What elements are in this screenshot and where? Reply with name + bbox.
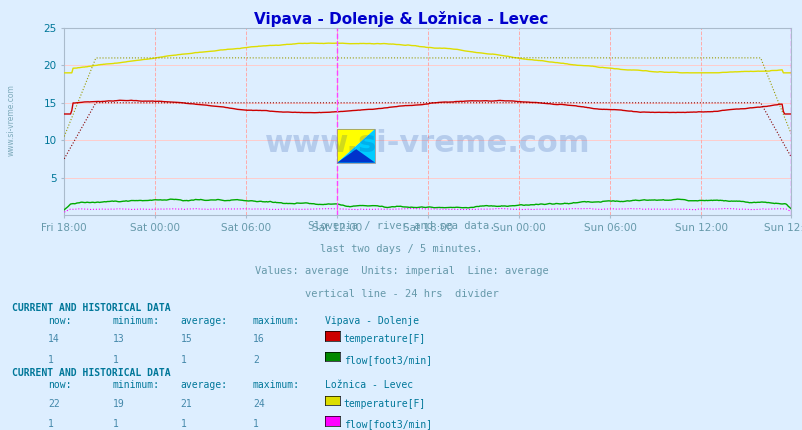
Text: average:: average: (180, 380, 228, 390)
Polygon shape (337, 129, 375, 163)
Text: www.si-vreme.com: www.si-vreme.com (6, 84, 15, 157)
Text: vertical line - 24 hrs  divider: vertical line - 24 hrs divider (304, 289, 498, 298)
Text: Slovenia / river and sea data.: Slovenia / river and sea data. (307, 221, 495, 231)
Polygon shape (337, 149, 375, 163)
Text: 1: 1 (180, 355, 186, 365)
Text: temperature[F]: temperature[F] (343, 334, 425, 344)
Text: average:: average: (180, 316, 228, 326)
Text: CURRENT AND HISTORICAL DATA: CURRENT AND HISTORICAL DATA (12, 303, 171, 313)
Text: 13: 13 (112, 334, 124, 344)
Text: 16: 16 (253, 334, 265, 344)
Text: 1: 1 (48, 355, 54, 365)
Text: Values: average  Units: imperial  Line: average: Values: average Units: imperial Line: av… (254, 266, 548, 276)
Text: last two days / 5 minutes.: last two days / 5 minutes. (320, 244, 482, 254)
Text: Vipava - Dolenje & Ložnica - Levec: Vipava - Dolenje & Ložnica - Levec (254, 11, 548, 27)
Text: maximum:: maximum: (253, 316, 300, 326)
Text: 19: 19 (112, 399, 124, 408)
Text: 22: 22 (48, 399, 60, 408)
Text: 24: 24 (253, 399, 265, 408)
Bar (337, 129, 375, 163)
Text: 21: 21 (180, 399, 192, 408)
Text: 1: 1 (48, 419, 54, 429)
Text: temperature[F]: temperature[F] (343, 399, 425, 408)
Text: Ložnica - Levec: Ložnica - Levec (325, 380, 413, 390)
Text: 14: 14 (48, 334, 60, 344)
Text: 1: 1 (253, 419, 258, 429)
Text: 15: 15 (180, 334, 192, 344)
Text: 1: 1 (180, 419, 186, 429)
Text: maximum:: maximum: (253, 380, 300, 390)
Text: CURRENT AND HISTORICAL DATA: CURRENT AND HISTORICAL DATA (12, 368, 171, 378)
Text: flow[foot3/min]: flow[foot3/min] (343, 355, 431, 365)
Text: minimum:: minimum: (112, 316, 160, 326)
Polygon shape (337, 129, 375, 163)
Text: now:: now: (48, 380, 71, 390)
Text: 1: 1 (112, 355, 118, 365)
Text: flow[foot3/min]: flow[foot3/min] (343, 419, 431, 429)
Text: 2: 2 (253, 355, 258, 365)
Text: now:: now: (48, 316, 71, 326)
Text: Vipava - Dolenje: Vipava - Dolenje (325, 316, 419, 326)
Text: 1: 1 (112, 419, 118, 429)
Text: minimum:: minimum: (112, 380, 160, 390)
Text: www.si-vreme.com: www.si-vreme.com (265, 129, 589, 158)
